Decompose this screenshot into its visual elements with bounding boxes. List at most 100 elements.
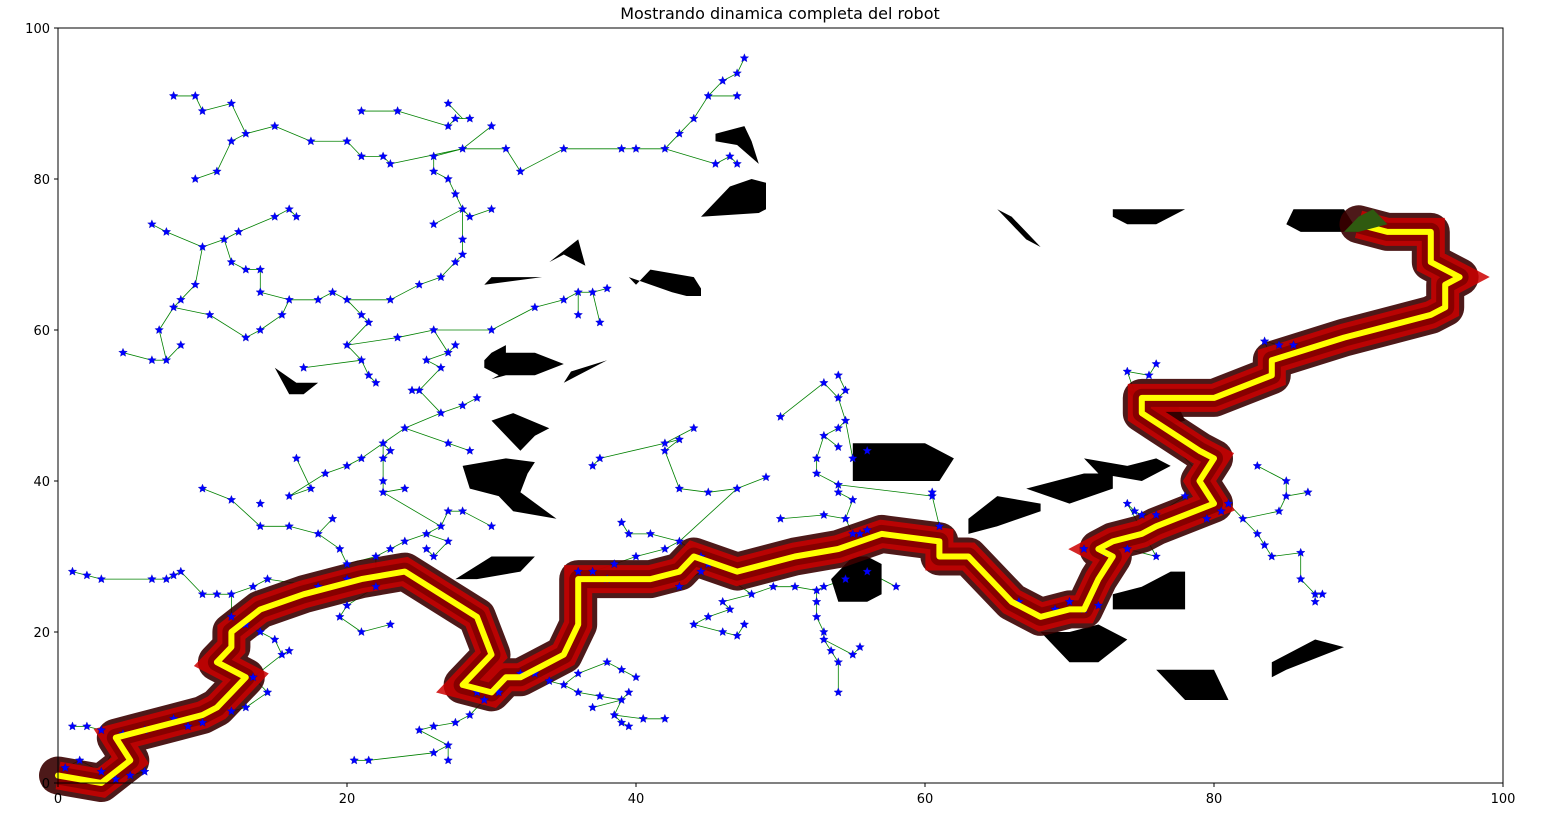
- x-tick-label: 0: [54, 792, 62, 807]
- tree-node: [270, 211, 280, 221]
- tree-node: [241, 702, 251, 712]
- tree-node: [775, 513, 786, 523]
- tree-node: [486, 521, 497, 531]
- tree-node: [1216, 506, 1226, 516]
- tree-edge: [382, 427, 406, 444]
- tree-node: [255, 287, 265, 297]
- tree-edge: [382, 491, 442, 527]
- tree-node: [1079, 544, 1089, 553]
- tree-node: [342, 340, 352, 350]
- tree-node: [862, 566, 872, 576]
- tree-node: [429, 166, 439, 176]
- tree-node: [840, 574, 851, 584]
- tree-edge: [158, 329, 167, 361]
- tree-node: [248, 672, 258, 682]
- tree-edge: [216, 141, 232, 172]
- tree-node: [472, 392, 482, 402]
- tree-edge: [578, 661, 608, 674]
- tree-node: [732, 158, 742, 168]
- tree-node: [436, 362, 446, 372]
- tree-node: [429, 747, 439, 757]
- tree-node: [161, 227, 172, 236]
- tree-node: [255, 498, 265, 508]
- tree-node: [385, 544, 395, 553]
- tree-node: [277, 649, 287, 659]
- tree-node: [674, 581, 684, 591]
- tree-node: [1151, 551, 1161, 561]
- tree-node: [1122, 366, 1132, 376]
- tree-node: [819, 510, 829, 519]
- y-tick-label: 80: [33, 173, 50, 188]
- tree-node: [732, 68, 742, 78]
- tree-node: [327, 513, 338, 523]
- tree-node: [284, 646, 294, 655]
- tree-edge: [404, 427, 449, 444]
- tree-node: [848, 495, 858, 504]
- obstacle: [484, 277, 543, 285]
- tree-node: [118, 347, 128, 357]
- tree-node: [176, 294, 186, 304]
- tree-node: [60, 763, 70, 772]
- tree-edge: [563, 673, 579, 686]
- tree-node: [1296, 547, 1306, 557]
- tree-edge: [202, 103, 232, 112]
- tree-node: [241, 128, 251, 138]
- obstacle: [1040, 624, 1128, 663]
- tree-node: [429, 219, 439, 229]
- tree-node: [746, 589, 757, 599]
- tree-edge: [433, 329, 449, 353]
- tree-node: [616, 143, 627, 153]
- tree-node: [631, 143, 641, 153]
- tree-node: [356, 627, 367, 636]
- tree-node: [1252, 529, 1262, 538]
- tree-node: [609, 559, 619, 569]
- tree-node: [443, 506, 453, 516]
- tree-node: [465, 445, 475, 455]
- tree-node: [421, 544, 432, 553]
- tree-node: [140, 766, 150, 776]
- tree-node: [1064, 596, 1075, 606]
- tree-node: [1267, 551, 1277, 561]
- tree-edge: [462, 510, 492, 527]
- tree-node: [674, 434, 684, 444]
- tree-node: [457, 249, 468, 259]
- tree-node: [262, 574, 273, 584]
- tree-node: [313, 529, 323, 538]
- tree-edge: [679, 488, 738, 542]
- tree-node: [197, 106, 208, 116]
- tree-node: [588, 460, 598, 470]
- tree-node: [299, 362, 309, 372]
- tree-edge: [737, 476, 767, 489]
- tree-edge: [346, 337, 398, 346]
- tree-node: [660, 143, 670, 153]
- obstacle: [628, 269, 701, 296]
- goal-region: [1344, 209, 1388, 232]
- tree-edge: [361, 442, 384, 459]
- obstacle: [455, 556, 535, 580]
- x-tick-label: 20: [339, 792, 356, 807]
- tree-edge: [397, 329, 434, 338]
- obstacle: [484, 345, 564, 380]
- tree-node: [638, 713, 648, 723]
- tree-edge: [664, 439, 680, 452]
- tree-node: [385, 619, 395, 629]
- tree-edge: [592, 699, 622, 708]
- tree-node: [313, 294, 323, 304]
- tree-node: [161, 574, 172, 584]
- tree-node: [559, 294, 569, 304]
- x-axis: 0 20 40 60 80 100: [54, 783, 1515, 807]
- tree-node: [306, 483, 316, 493]
- tree-node: [1252, 460, 1262, 470]
- tree-node: [284, 491, 294, 501]
- tree-node: [342, 600, 352, 610]
- tree-edge: [404, 412, 442, 429]
- tree-node: [718, 596, 728, 606]
- tree-node: [125, 770, 135, 780]
- tree-node: [226, 706, 237, 716]
- tree-node: [768, 581, 778, 591]
- tree-node: [443, 98, 453, 108]
- obstacle: [491, 413, 550, 451]
- tree-node: [840, 415, 851, 425]
- tree-node: [602, 283, 612, 293]
- tree-edge: [823, 639, 853, 656]
